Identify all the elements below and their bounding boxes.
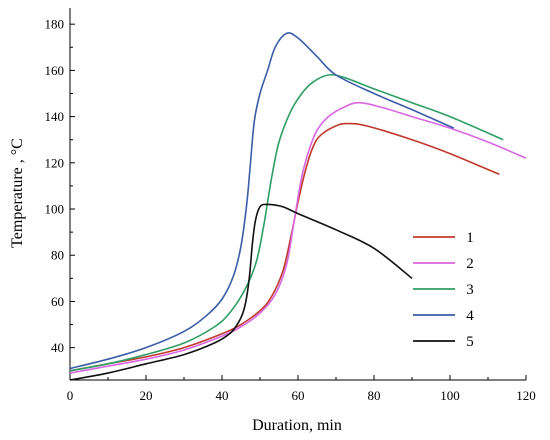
y-tick-label: 60 [51,294,64,309]
series-line-3 [69,73,504,372]
legend-label-1: 1 [466,230,474,246]
series-line-1 [69,122,500,372]
legend-label-4: 4 [466,308,474,324]
legend-label-3: 3 [466,282,474,298]
x-tick-label: 60 [292,388,305,403]
x-tick-label: 0 [67,388,74,403]
y-axis-title: Temperature , °C [9,138,26,248]
y-tick-label: 80 [51,248,64,263]
series-layer [69,32,527,381]
axes: 0 20 40 60 80 100 120 40 60 80 100 120 140 160 180 [45,8,536,403]
legend: 1 2 3 4 5 [413,230,474,350]
series-line-4 [69,32,455,370]
y-tick-label: 40 [51,340,64,355]
x-tick-label: 40 [216,388,229,403]
x-axis-title: Duration, min [252,417,342,434]
legend-label-2: 2 [466,256,474,272]
series-line-5 [69,203,413,381]
x-tick-label: 20 [140,388,153,403]
y-tick-label: 180 [45,17,65,32]
legend-label-5: 5 [466,334,474,350]
x-tick-label: 120 [516,388,536,403]
y-tick-label: 140 [45,109,65,124]
x-tick-label: 80 [368,388,381,403]
y-tick-label: 160 [45,63,65,78]
x-tick-label: 100 [440,388,460,403]
y-tick-label: 120 [45,155,65,170]
y-tick-label: 100 [45,202,65,217]
series-line-2 [69,101,527,374]
